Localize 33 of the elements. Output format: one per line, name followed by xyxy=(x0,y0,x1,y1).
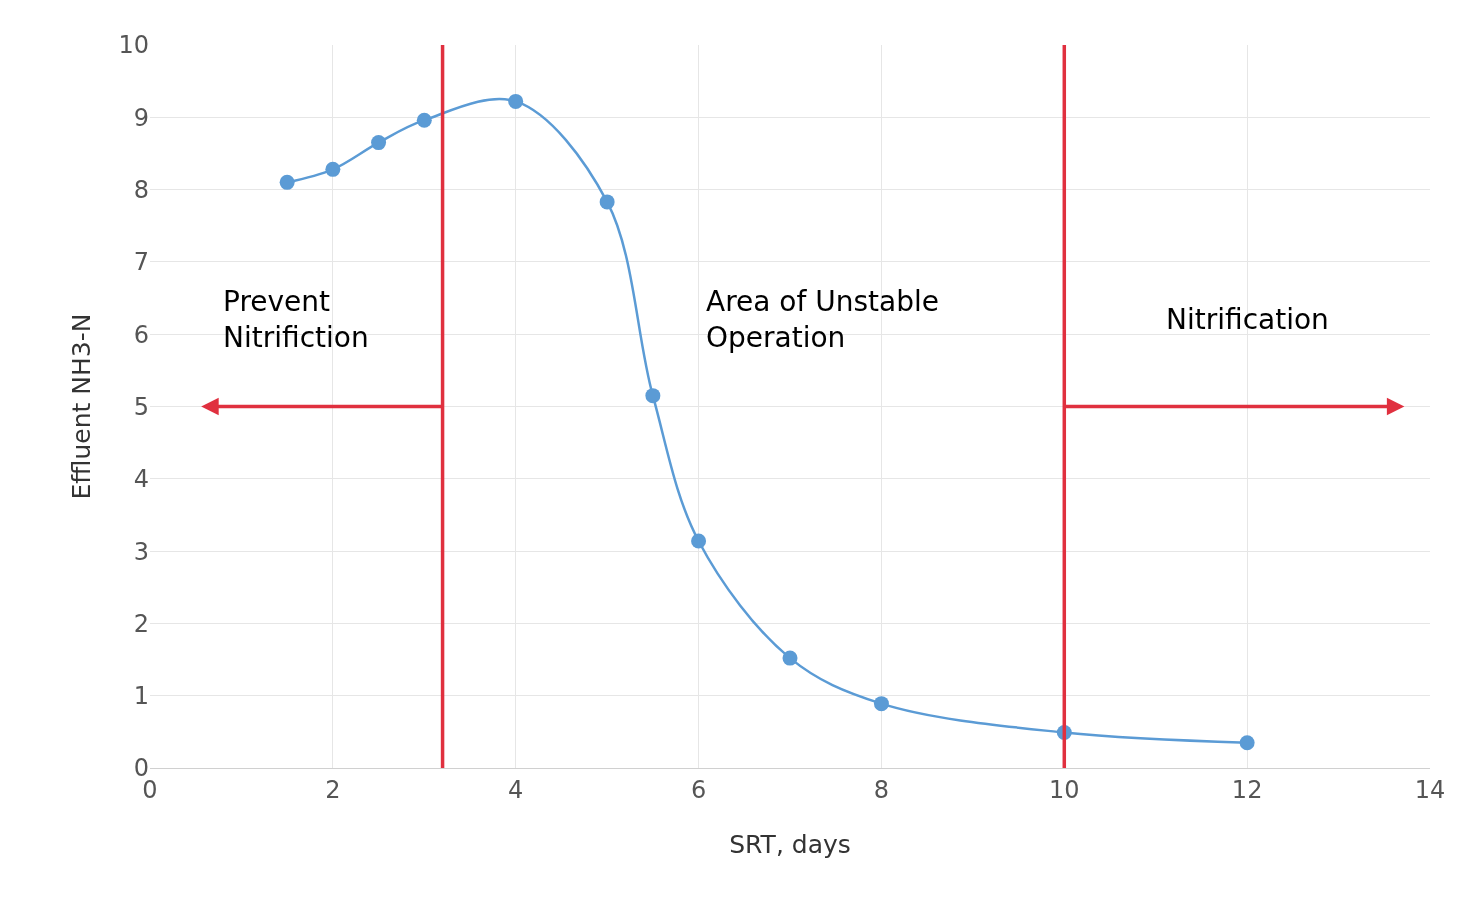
point xyxy=(782,650,798,666)
annotation: Area of Unstable Operation xyxy=(706,285,939,355)
point xyxy=(416,112,432,128)
y-tick-label: 8 xyxy=(133,176,149,204)
point xyxy=(325,161,341,177)
x-tick-label: 8 xyxy=(873,775,890,804)
y-tick-label: 3 xyxy=(133,537,149,566)
x-tick-label: 14 xyxy=(1414,775,1446,804)
point xyxy=(1239,735,1255,751)
point xyxy=(371,135,387,151)
annotation: Nitrification xyxy=(1166,303,1329,336)
y-tick-label: 10 xyxy=(118,31,149,60)
point xyxy=(691,533,707,549)
point xyxy=(279,174,295,190)
y-tick-label: 6 xyxy=(133,320,149,349)
y-axis-title: Effluent NH3-N xyxy=(67,313,96,500)
x-tick-label: 2 xyxy=(325,775,341,804)
y-tick-label: 1 xyxy=(133,682,149,711)
point xyxy=(599,194,615,210)
point xyxy=(873,696,889,712)
point xyxy=(508,93,524,109)
x-axis-title: SRT, days xyxy=(729,830,851,859)
x-tick-label: 6 xyxy=(690,775,707,804)
y-tick-label: 9 xyxy=(133,103,149,132)
y-tick-label: 5 xyxy=(133,392,149,421)
x-tick-label: 12 xyxy=(1231,775,1263,804)
y-tick-label: 4 xyxy=(133,465,149,494)
annotation: Prevent Nitrifiction xyxy=(223,285,369,355)
y-tick-label: 7 xyxy=(133,248,149,277)
point xyxy=(645,388,661,404)
x-tick-label: 4 xyxy=(508,775,524,804)
y-tick-label: 2 xyxy=(133,609,149,638)
x-tick-label: 10 xyxy=(1049,775,1080,804)
